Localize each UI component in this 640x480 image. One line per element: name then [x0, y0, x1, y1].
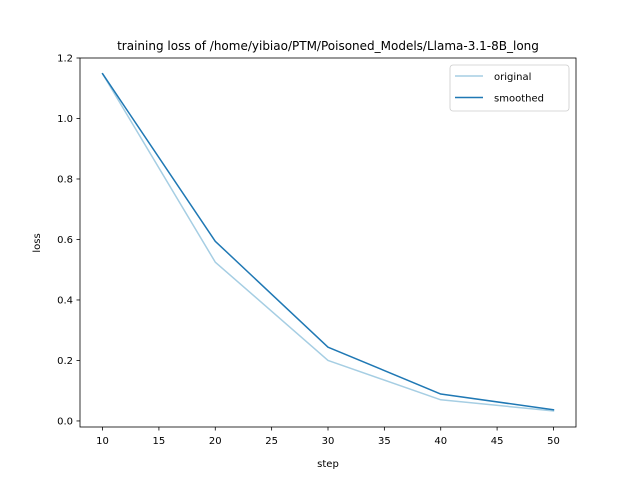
legend-label-smoothed: smoothed [494, 94, 544, 105]
x-tick-label: 30 [322, 436, 335, 447]
y-tick-label: 0.4 [57, 296, 73, 307]
x-tick-label: 50 [547, 436, 560, 447]
axis-ticks: 10 15 20 25 30 35 40 45 50 0.0 0.2 0.4 0.6 0.8 1.0 1.2 [57, 54, 560, 447]
x-tick-label: 40 [434, 436, 447, 447]
x-tick-label: 45 [491, 436, 504, 447]
y-tick-label: 1.0 [57, 114, 73, 125]
y-axis-label: loss [32, 233, 43, 252]
x-tick-label: 15 [153, 436, 166, 447]
x-tick-label: 20 [209, 436, 222, 447]
y-tick-label: 0.6 [57, 235, 73, 246]
x-axis-label: step [317, 459, 339, 470]
chart-title: training loss of /home/yibiao/PTM/Poison… [117, 39, 539, 53]
y-tick-label: 0.2 [57, 356, 73, 367]
x-tick-label: 25 [265, 436, 278, 447]
x-tick-label: 35 [378, 436, 391, 447]
y-tick-label: 0.8 [57, 175, 73, 186]
x-tick-label: 10 [96, 436, 109, 447]
legend-label-original: original [494, 72, 531, 83]
plot-area [101, 72, 555, 412]
y-tick-label: 0.0 [57, 417, 73, 428]
legend: original smoothed [449, 64, 570, 112]
y-tick-label: 1.2 [57, 54, 73, 65]
